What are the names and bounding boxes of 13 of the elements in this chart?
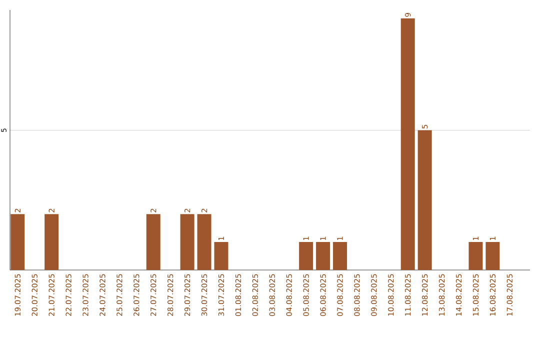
bar: [332, 242, 347, 270]
bar: [316, 242, 330, 270]
bar: [197, 214, 212, 270]
bar: [10, 214, 25, 270]
bar: [180, 214, 194, 270]
bar: [400, 18, 415, 270]
bar: [146, 214, 160, 270]
bar: [44, 214, 59, 270]
bar: [486, 242, 500, 270]
bar: [468, 242, 483, 270]
bar: [299, 242, 314, 270]
bar: [214, 242, 228, 270]
bar: [418, 130, 432, 270]
